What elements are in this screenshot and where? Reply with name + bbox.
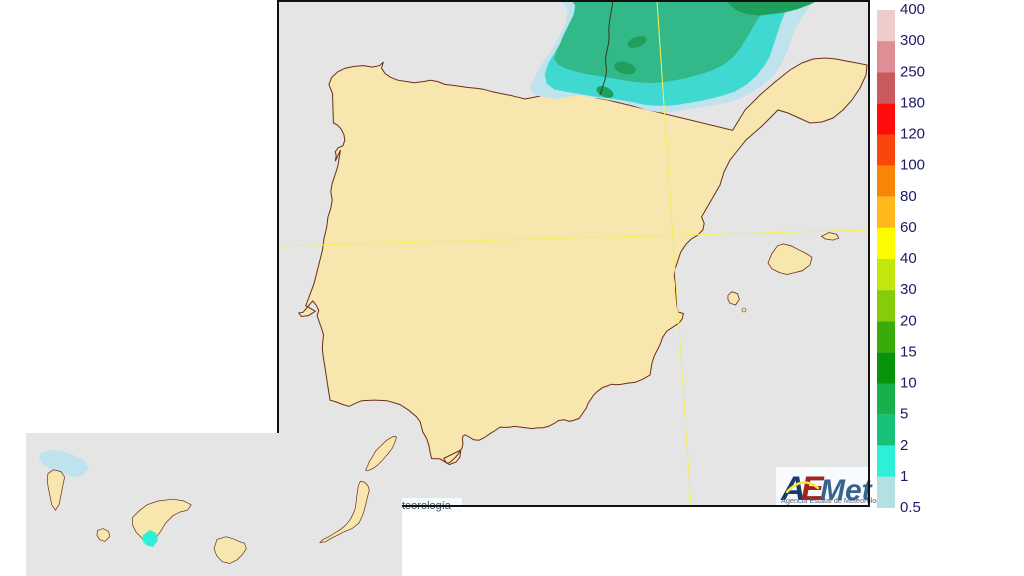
svg-text:40: 40 bbox=[900, 250, 917, 267]
svg-text:120: 120 bbox=[900, 126, 925, 143]
svg-text:1: 1 bbox=[900, 468, 908, 485]
svg-text:20: 20 bbox=[900, 312, 917, 329]
svg-text:250: 250 bbox=[900, 63, 925, 80]
svg-text:180: 180 bbox=[900, 94, 925, 111]
svg-text:100: 100 bbox=[900, 157, 925, 174]
svg-text:0.5: 0.5 bbox=[900, 499, 921, 516]
svg-text:Agencia Estatal de Meteorologí: Agencia Estatal de Meteorología bbox=[781, 496, 887, 505]
svg-text:60: 60 bbox=[900, 219, 917, 236]
svg-text:2: 2 bbox=[900, 437, 908, 454]
svg-text:5: 5 bbox=[900, 406, 908, 423]
svg-text:30: 30 bbox=[900, 281, 917, 298]
svg-text:15: 15 bbox=[900, 343, 917, 360]
svg-text:80: 80 bbox=[900, 188, 917, 205]
svg-text:400: 400 bbox=[900, 1, 925, 18]
svg-text:300: 300 bbox=[900, 32, 925, 49]
svg-text:10: 10 bbox=[900, 375, 917, 392]
